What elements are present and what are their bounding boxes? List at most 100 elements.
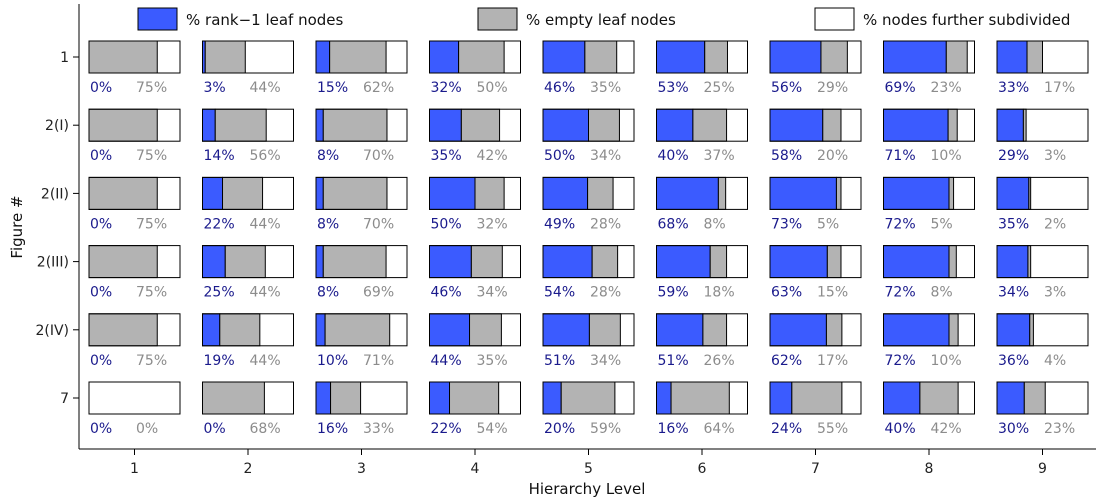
label-rank1: 72%: [885, 285, 916, 301]
label-rank1: 3%: [204, 80, 226, 96]
label-rank1: 73%: [771, 216, 802, 232]
bar-empty: [920, 382, 958, 414]
cell-fig-7-level-1: 0% 0%: [89, 382, 180, 437]
label-rank1: 71%: [885, 148, 916, 164]
label-empty: 32%: [477, 216, 508, 232]
label-rank1: 32%: [431, 80, 462, 96]
label-rank1: 16%: [317, 421, 348, 437]
label-rank1: 20%: [544, 421, 575, 437]
label-empty: 8%: [931, 285, 953, 301]
bar-empty: [220, 314, 260, 346]
cell-fig-2(I)-level-2: 14% 56%: [203, 109, 294, 164]
label-empty: 75%: [136, 148, 167, 164]
bar-empty: [1030, 314, 1034, 346]
cell-fig-1-level-7: 56% 29%: [770, 41, 861, 96]
bar-empty: [836, 177, 841, 209]
cell-fig-2(II)-level-6: 68% 8%: [657, 177, 748, 232]
label-rank1: 51%: [658, 353, 689, 369]
x-tick-label-3: 3: [357, 461, 366, 477]
x-tick-label-9: 9: [1038, 461, 1047, 477]
bar-empty: [89, 246, 157, 278]
cell-fig-2(III)-level-5: 54% 28%: [543, 246, 634, 301]
label-rank1: 34%: [998, 285, 1029, 301]
bar-empty: [471, 246, 502, 278]
bar-empty: [215, 109, 266, 141]
bar-rank1: [203, 246, 226, 278]
bar-rank1: [430, 314, 470, 346]
bar-rank1: [316, 246, 323, 278]
bar-empty: [561, 382, 615, 414]
bar-empty: [949, 314, 958, 346]
plot-area: 0% 75% 3% 44% 15% 62% 32% 50% 46% 35% 53% 25% 56% 29%…: [89, 41, 1088, 437]
bar-empty: [1027, 41, 1042, 73]
label-rank1: 0%: [90, 148, 112, 164]
legend-rank1-swatch: [138, 8, 177, 30]
bar-rank1: [997, 314, 1030, 346]
cell-fig-2(IV)-level-4: 44% 35%: [430, 314, 521, 369]
cell-fig-2(III)-level-3: 8% 69%: [316, 246, 407, 301]
label-empty: 70%: [363, 216, 394, 232]
cell-fig-2(II)-level-2: 22% 44%: [203, 177, 294, 232]
y-tick-label-2(IV): 2(IV): [35, 323, 69, 339]
label-empty: 8%: [704, 216, 726, 232]
bar-rank1: [997, 109, 1023, 141]
label-empty: 68%: [250, 421, 281, 437]
label-empty: 28%: [590, 285, 621, 301]
bar-empty: [703, 314, 727, 346]
cell-fig-7-level-5: 20% 59%: [543, 382, 634, 437]
cell-fig-7-level-3: 16% 33%: [316, 382, 407, 437]
x-axis-title: Hierarchy Level: [529, 480, 646, 498]
cell-fig-2(IV)-level-3: 10% 71%: [316, 314, 407, 369]
bar-empty: [946, 41, 967, 73]
bar-empty: [589, 314, 620, 346]
bar-rank1: [657, 109, 693, 141]
cell-fig-2(III)-level-9: 34% 3%: [997, 246, 1088, 301]
bar-rank1: [430, 246, 472, 278]
bar-rank1: [997, 246, 1028, 278]
bar-rank1: [543, 41, 585, 73]
bar-rank1: [203, 314, 220, 346]
label-rank1: 29%: [998, 148, 1029, 164]
bar-empty: [589, 109, 620, 141]
y-tick-label-7: 7: [60, 391, 69, 407]
bar-empty: [718, 177, 725, 209]
label-empty: 34%: [590, 148, 621, 164]
x-tick-label-2: 2: [244, 461, 253, 477]
bar-empty: [705, 41, 728, 73]
label-empty: 37%: [704, 148, 735, 164]
y-axis-title: Figure #: [8, 195, 26, 258]
bar-rank1: [884, 246, 950, 278]
bar-empty: [89, 177, 157, 209]
label-rank1: 44%: [431, 353, 462, 369]
cell-fig-2(III)-level-7: 63% 15%: [770, 246, 861, 301]
label-rank1: 16%: [658, 421, 689, 437]
label-empty: 29%: [817, 80, 848, 96]
cell-fig-2(IV)-level-9: 36% 4%: [997, 314, 1088, 369]
bar-empty: [792, 382, 842, 414]
label-empty: 3%: [1044, 148, 1066, 164]
label-rank1: 14%: [204, 148, 235, 164]
bar-rank1: [997, 177, 1029, 209]
cell-fig-2(II)-level-5: 49% 28%: [543, 177, 634, 232]
cell-fig-2(II)-level-3: 8% 70%: [316, 177, 407, 232]
bar-empty: [827, 246, 841, 278]
label-empty: 17%: [1044, 80, 1075, 96]
label-empty: 71%: [363, 353, 394, 369]
label-empty: 44%: [250, 353, 281, 369]
label-empty: 42%: [477, 148, 508, 164]
label-rank1: 46%: [544, 80, 575, 96]
label-rank1: 0%: [90, 421, 112, 437]
cell-fig-1-level-3: 15% 62%: [316, 41, 407, 96]
label-empty: 17%: [817, 353, 848, 369]
bar-empty: [223, 177, 263, 209]
cell-fig-7-level-8: 40% 42%: [884, 382, 975, 437]
label-empty: 55%: [817, 421, 848, 437]
bar-rank1: [430, 109, 462, 141]
bar-empty: [949, 177, 954, 209]
label-empty: 69%: [363, 285, 394, 301]
label-empty: 10%: [931, 353, 962, 369]
label-rank1: 0%: [204, 421, 226, 437]
x-tick-label-4: 4: [471, 461, 480, 477]
label-empty: 15%: [817, 285, 848, 301]
bar-empty: [826, 314, 841, 346]
